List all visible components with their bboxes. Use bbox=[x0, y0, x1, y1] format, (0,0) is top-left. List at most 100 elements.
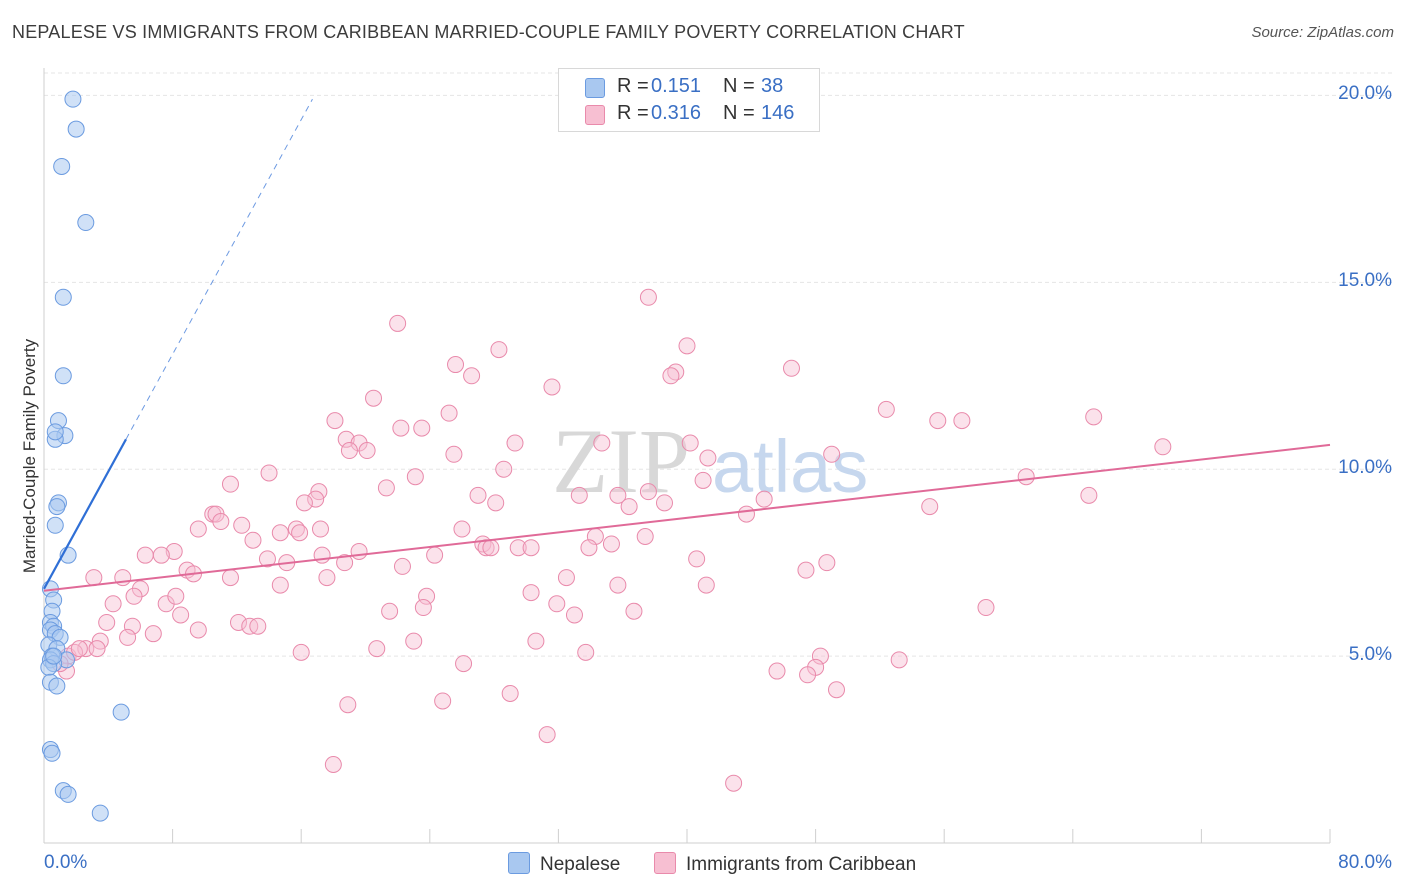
caribbean-point bbox=[490, 341, 508, 359]
caribbean-point bbox=[557, 569, 575, 587]
caribbean-point bbox=[337, 430, 355, 448]
caribbean-point bbox=[797, 561, 815, 579]
source-label: Source: ZipAtlas.com bbox=[1251, 24, 1394, 41]
caribbean-point bbox=[543, 378, 561, 396]
caribbean-point bbox=[463, 367, 481, 385]
nepalese-point bbox=[54, 288, 72, 306]
caribbean-point bbox=[455, 655, 473, 673]
caribbean-point bbox=[522, 539, 540, 557]
legend-r-label: R = bbox=[617, 102, 649, 124]
caribbean-point bbox=[929, 412, 947, 430]
nepalese-point bbox=[53, 157, 71, 175]
caribbean-point bbox=[70, 640, 88, 658]
caribbean-point bbox=[593, 434, 611, 452]
caribbean-point bbox=[85, 569, 103, 587]
caribbean-point bbox=[244, 531, 262, 549]
y-tick-label: 15.0% bbox=[1338, 270, 1392, 292]
legend-n-label: N = bbox=[723, 102, 755, 124]
nepalese-points bbox=[40, 90, 130, 822]
caribbean-point bbox=[339, 696, 357, 714]
legend-label-nepalese: Nepalese bbox=[540, 854, 621, 875]
legend-swatch-pink bbox=[654, 852, 676, 874]
legend-item-nepalese: Nepalese bbox=[508, 852, 620, 876]
nepalese-point bbox=[67, 120, 85, 138]
caribbean-point bbox=[501, 684, 519, 702]
caribbean-point bbox=[737, 505, 755, 523]
caribbean-point bbox=[655, 494, 673, 512]
caribbean-point bbox=[538, 726, 556, 744]
caribbean-point bbox=[392, 419, 410, 437]
caribbean-point bbox=[98, 613, 116, 631]
caribbean-point bbox=[506, 434, 524, 452]
caribbean-point bbox=[725, 774, 743, 792]
legend-r-label: R = bbox=[617, 75, 649, 97]
caribbean-point bbox=[548, 595, 566, 613]
caribbean-point bbox=[336, 554, 354, 572]
caribbean-point bbox=[445, 445, 463, 463]
caribbean-point bbox=[88, 640, 106, 658]
caribbean-point bbox=[890, 651, 908, 669]
legend-swatch-blue bbox=[585, 78, 605, 98]
legend-swatch-blue bbox=[508, 852, 530, 874]
legend-n-value: 146 bbox=[761, 102, 795, 124]
caribbean-point bbox=[324, 756, 342, 774]
caribbean-point bbox=[418, 587, 436, 605]
caribbean-point bbox=[292, 643, 310, 661]
nepalese-point bbox=[43, 744, 61, 762]
caribbean-point bbox=[1154, 438, 1172, 456]
caribbean-point bbox=[434, 692, 452, 710]
nepalese-point bbox=[48, 677, 66, 695]
caribbean-point bbox=[340, 442, 358, 460]
caribbean-point bbox=[258, 550, 276, 568]
caribbean-point bbox=[221, 475, 239, 493]
caribbean-point bbox=[368, 640, 386, 658]
nepalese-point bbox=[46, 516, 64, 534]
caribbean-point bbox=[799, 666, 817, 684]
caribbean-point bbox=[495, 460, 513, 478]
caribbean-points bbox=[51, 288, 1172, 792]
caribbean-point bbox=[307, 490, 325, 508]
caribbean-point bbox=[694, 471, 712, 489]
caribbean-point bbox=[271, 576, 289, 594]
caribbean-point bbox=[393, 557, 411, 575]
caribbean-point bbox=[365, 389, 383, 407]
caribbean-trend-line bbox=[43, 443, 1331, 592]
caribbean-point bbox=[827, 681, 845, 699]
nepalese-point bbox=[112, 703, 130, 721]
caribbean-point bbox=[509, 539, 527, 557]
legend-r-value: 0.316 bbox=[651, 102, 702, 124]
nepalese-point bbox=[45, 647, 63, 665]
axes bbox=[43, 68, 1331, 844]
caribbean-point bbox=[426, 546, 444, 564]
legend-n-value: 38 bbox=[761, 75, 784, 97]
caribbean-point bbox=[453, 520, 471, 538]
caribbean-point bbox=[609, 486, 627, 504]
caribbean-point bbox=[447, 356, 465, 374]
nepalese-point bbox=[91, 804, 109, 822]
caribbean-point bbox=[602, 535, 620, 553]
watermark-atlas: atlas bbox=[712, 425, 868, 508]
caribbean-point bbox=[123, 617, 141, 635]
caribbean-point bbox=[580, 539, 598, 557]
caribbean-point bbox=[921, 498, 939, 516]
caribbean-point bbox=[136, 546, 154, 564]
caribbean-point bbox=[620, 498, 638, 516]
caribbean-point bbox=[189, 520, 207, 538]
y-tick-label: 20.0% bbox=[1338, 83, 1392, 105]
caribbean-point bbox=[440, 404, 458, 422]
caribbean-point bbox=[678, 337, 696, 355]
caribbean-point bbox=[1017, 468, 1035, 486]
caribbean-point bbox=[823, 445, 841, 463]
caribbean-point bbox=[487, 494, 505, 512]
caribbean-point bbox=[377, 479, 395, 497]
caribbean-point bbox=[811, 647, 829, 665]
caribbean-point bbox=[318, 569, 336, 587]
caribbean-point bbox=[953, 412, 971, 430]
legend-n-label: N = bbox=[723, 75, 755, 97]
caribbean-point bbox=[221, 569, 239, 587]
caribbean-point bbox=[165, 542, 183, 560]
legend-item-caribbean: Immigrants from Caribbean bbox=[654, 852, 916, 876]
caribbean-point bbox=[1085, 408, 1103, 426]
nepalese-point bbox=[54, 367, 72, 385]
caribbean-point bbox=[681, 434, 699, 452]
